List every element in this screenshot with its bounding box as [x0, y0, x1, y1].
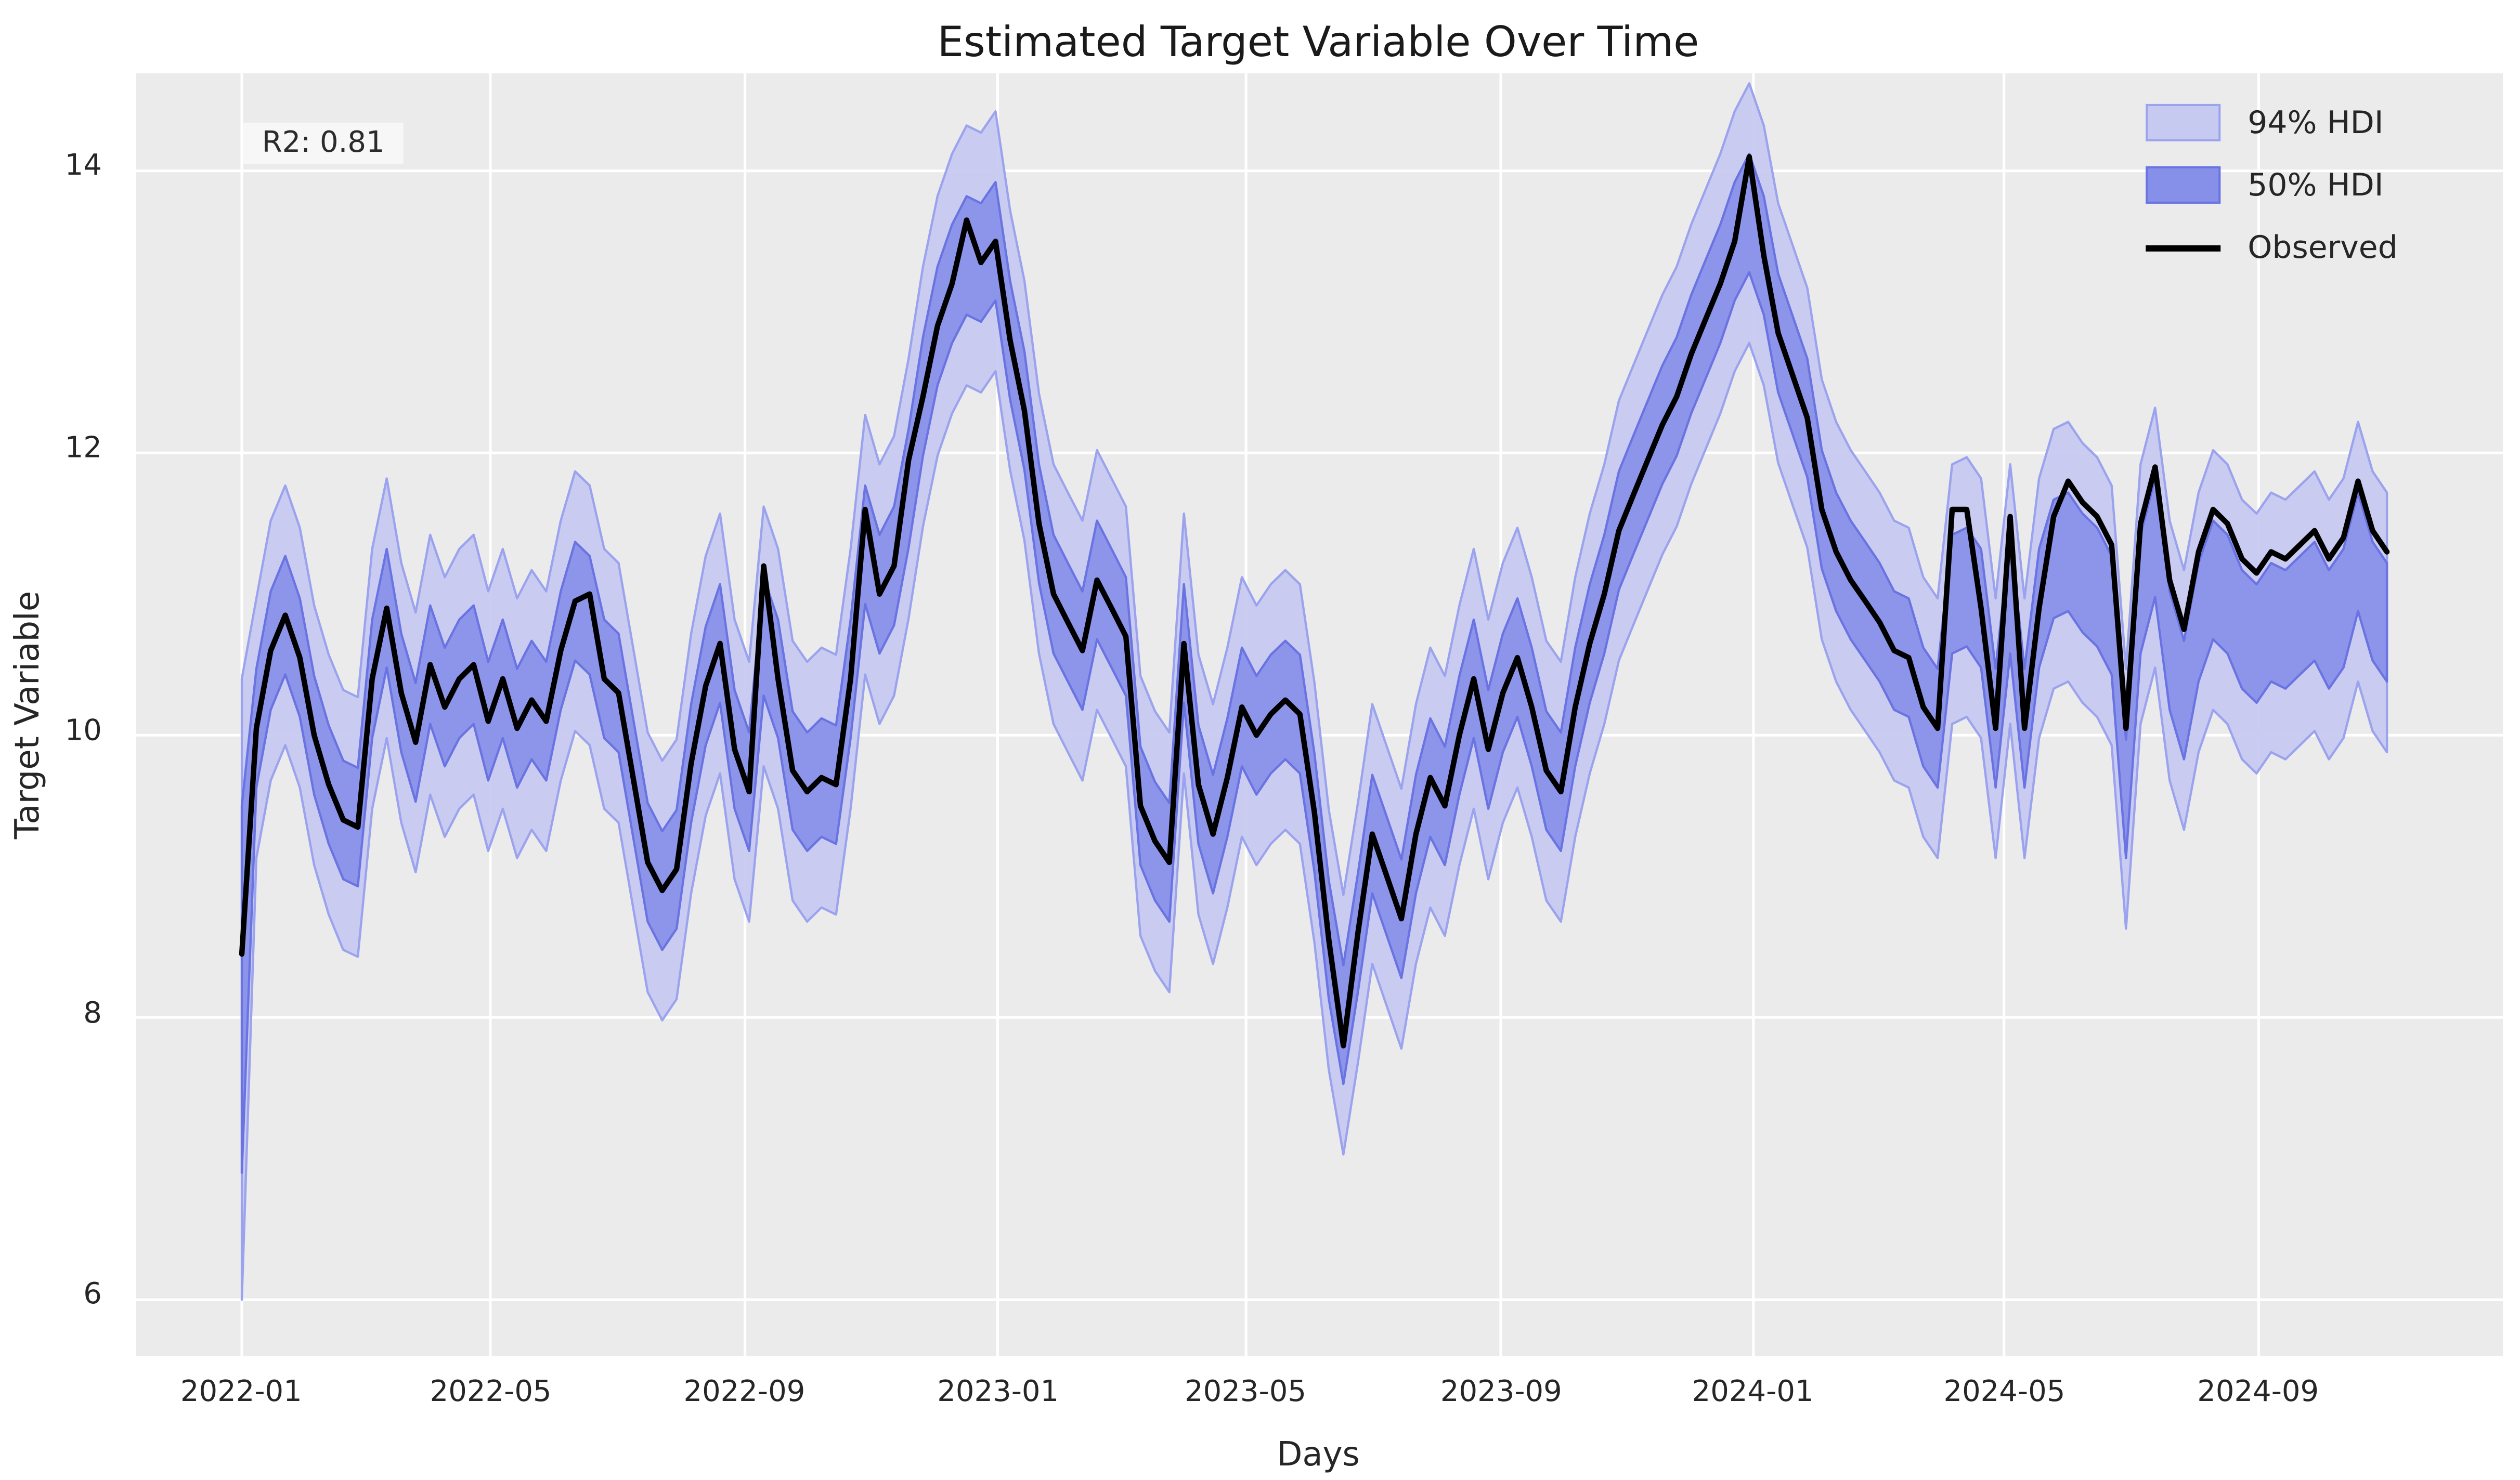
x-tick-label: 2023-09 — [1440, 1376, 1562, 1409]
x-axis-label: Days — [1277, 1434, 1360, 1474]
x-tick-label: 2024-01 — [1692, 1376, 1814, 1409]
x-tick-label: 2024-05 — [1943, 1376, 2066, 1409]
hdi50-band — [240, 152, 2388, 1174]
y-tick-label: 12 — [64, 432, 102, 466]
legend-item-observed: Observed — [2146, 216, 2398, 279]
x-tick-label: 2024-09 — [2197, 1376, 2319, 1409]
observed-line — [239, 154, 2390, 1049]
x-axis-ticks: 2022-01 2022-05 2022-09 2023-01 2023-05 2023-… — [0, 1376, 2520, 1418]
legend-item-50-hdi: 50% HDI — [2146, 154, 2397, 216]
y-tick-label: 8 — [83, 998, 102, 1031]
legend-item-94-hdi: 94% HDI — [2146, 91, 2397, 154]
hdi94-swatch — [2146, 103, 2221, 141]
x-tick-label: 2022-05 — [430, 1376, 552, 1409]
legend: 94% HDI 50% HDI Observed — [2146, 91, 2398, 279]
y-tick-label: 10 — [64, 715, 102, 749]
hdi94-band — [240, 82, 2388, 1301]
x-tick-label: 2022-01 — [180, 1376, 302, 1409]
legend-label: 94% HDI — [2248, 103, 2384, 141]
legend-label: Observed — [2248, 228, 2398, 266]
observed-line-swatch — [2146, 244, 2221, 251]
x-tick-label: 2023-05 — [1185, 1376, 1306, 1409]
y-axis-ticks: 6 8 10 12 14 — [0, 0, 119, 1480]
y-tick-label: 14 — [64, 149, 102, 183]
y-tick-label: 6 — [83, 1278, 102, 1312]
x-tick-label: 2023-01 — [937, 1376, 1059, 1409]
x-tick-label: 2022-09 — [683, 1376, 806, 1409]
r2-annotation: R2: 0.81 — [243, 122, 404, 164]
legend-label: 50% HDI — [2248, 166, 2384, 204]
chart-title: Estimated Target Variable Over Time — [937, 16, 1699, 67]
hdi50-swatch — [2146, 166, 2221, 204]
